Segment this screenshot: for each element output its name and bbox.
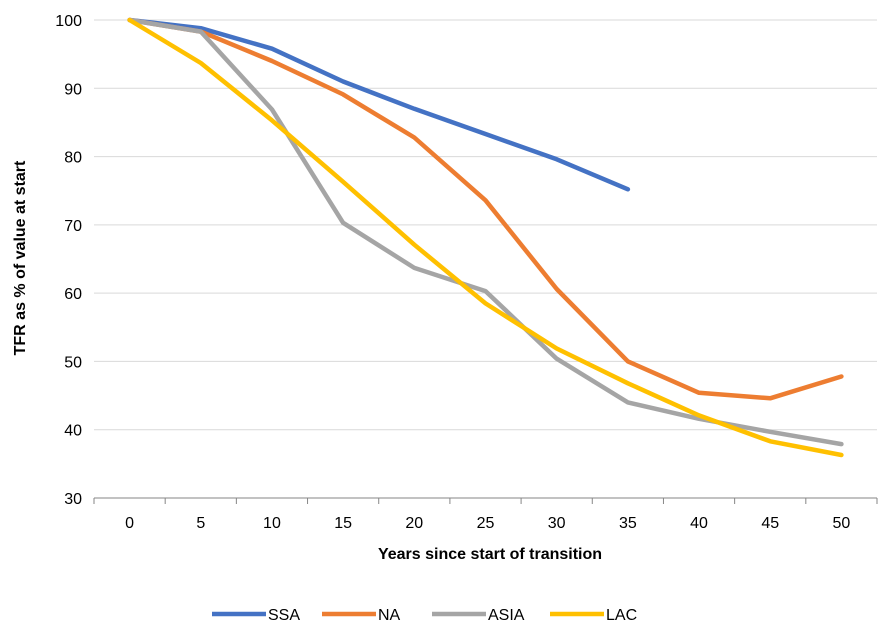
y-tick-label-30: 30	[64, 491, 82, 508]
y-tick-label-100: 100	[55, 13, 82, 30]
y-tick-label-60: 60	[64, 286, 82, 303]
x-tick-label-0: 0	[125, 515, 134, 532]
x-tick-label-40: 40	[690, 515, 708, 532]
x-tick-label-30: 30	[548, 515, 566, 532]
series-line-asia	[127, 17, 844, 447]
y-tick-label-40: 40	[64, 423, 82, 440]
x-tick-label-15: 15	[334, 515, 352, 532]
series-lines	[127, 17, 844, 458]
y-tick-label-70: 70	[64, 218, 82, 235]
x-tick-label-35: 35	[619, 515, 637, 532]
y-tick-label-80: 80	[64, 150, 82, 167]
y-axis-title: TFR as % of value at start	[12, 160, 29, 355]
legend-label-na: NA	[378, 607, 401, 624]
y-tick-labels: 30 40 50 60 70 80 90 100	[55, 13, 82, 508]
y-tick-label-90: 90	[64, 81, 82, 98]
legend-label-asia: ASIA	[488, 607, 525, 624]
series-line-ssa	[127, 17, 631, 192]
x-tick-label-20: 20	[405, 515, 423, 532]
x-tick-labels: 0 5 10 15 20 25 30 35 40 45 50	[125, 515, 850, 532]
x-tick-label-50: 50	[833, 515, 851, 532]
legend-label-ssa: SSA	[268, 607, 300, 624]
legend-label-lac: LAC	[606, 607, 637, 624]
gridlines	[94, 19, 877, 431]
x-axis-title: Years since start of transition	[378, 546, 602, 563]
x-ticks	[93, 498, 878, 504]
y-tick-label-50: 50	[64, 354, 82, 371]
x-tick-label-5: 5	[196, 515, 205, 532]
series-line-na	[127, 17, 844, 401]
x-tick-label-25: 25	[477, 515, 495, 532]
legend: SSA NA ASIA LAC	[212, 607, 637, 624]
series-line-lac	[127, 17, 844, 458]
x-tick-label-10: 10	[263, 515, 281, 532]
x-tick-label-45: 45	[761, 515, 779, 532]
